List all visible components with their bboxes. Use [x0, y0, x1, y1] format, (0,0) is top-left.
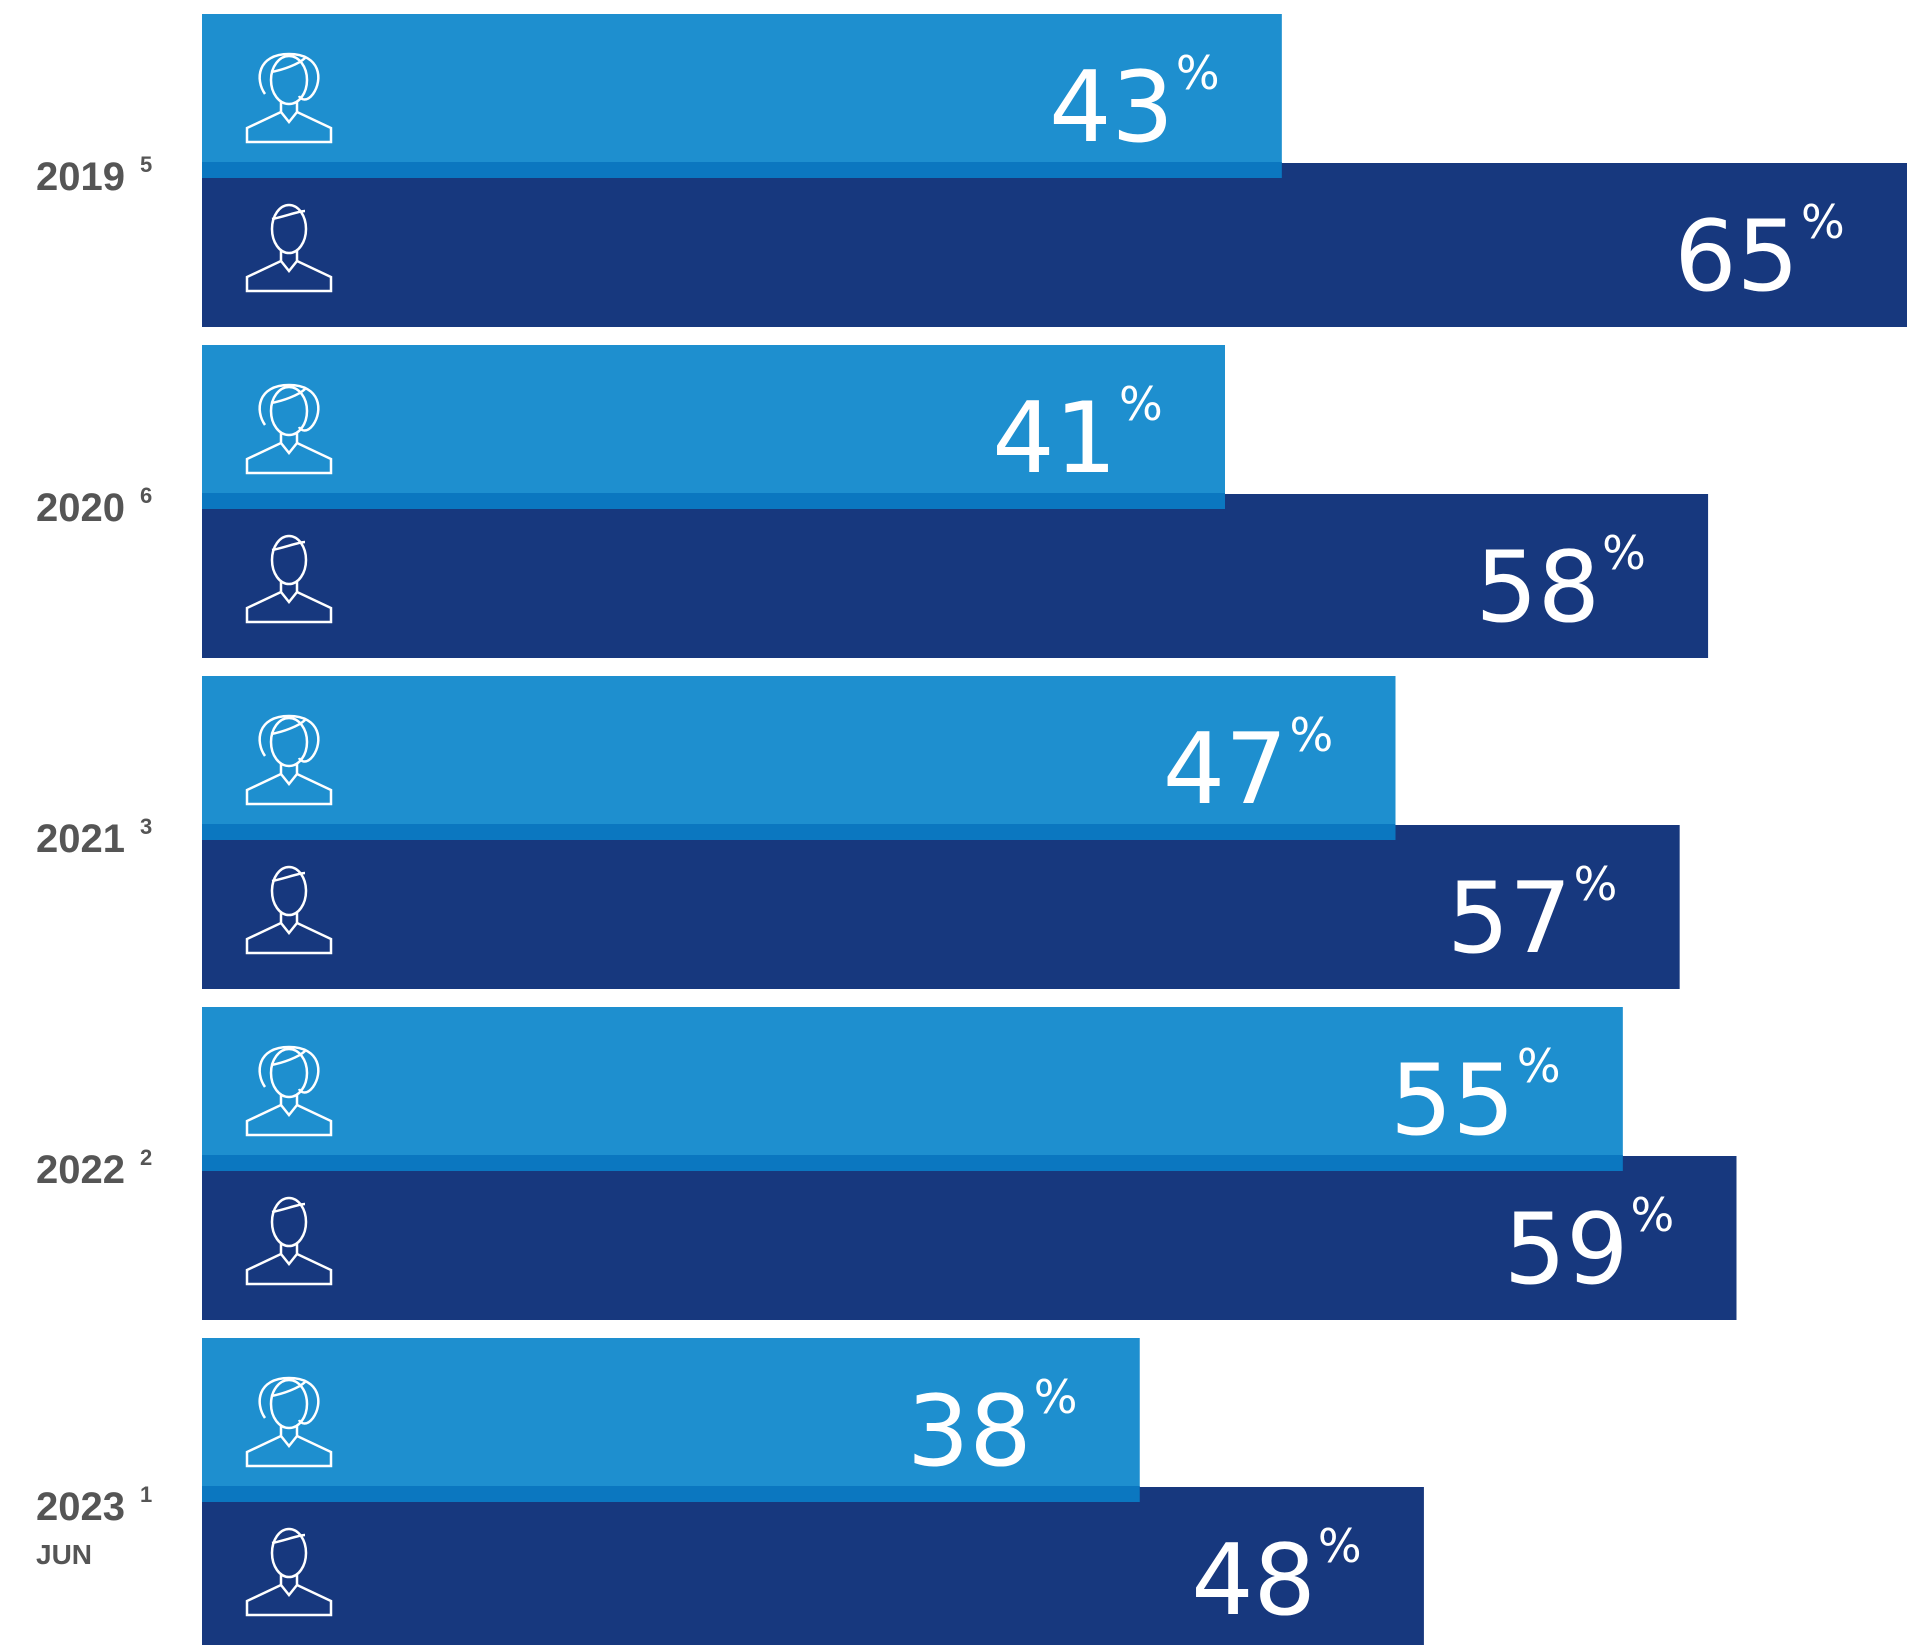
bar: [202, 825, 1680, 989]
value-label: 59: [1504, 1193, 1629, 1307]
female-icon: [245, 383, 333, 475]
icon-bangs: [270, 1381, 306, 1398]
category-note: 3: [140, 814, 152, 839]
value-unit: %: [1631, 1188, 1675, 1242]
category-note: 5: [140, 152, 152, 177]
icon-hair: [271, 209, 306, 221]
value-unit: %: [1034, 1370, 1078, 1424]
category-note: 6: [140, 483, 152, 508]
category-label: 2019: [36, 155, 125, 199]
bar-strip: [202, 162, 1282, 178]
icon-hair: [258, 714, 320, 763]
value-label: 38: [907, 1375, 1032, 1489]
icon-body: [245, 582, 333, 624]
category-label: 2023: [36, 1485, 125, 1529]
bar-strip: [202, 1155, 1623, 1171]
bar-strip: [202, 1486, 1140, 1502]
category-label: 2022: [36, 1148, 125, 1192]
bar: [202, 1338, 1140, 1487]
value-label: 55: [1390, 1044, 1515, 1158]
value-unit: %: [1801, 195, 1845, 249]
value-unit: %: [1318, 1519, 1362, 1573]
icon-hair: [271, 871, 306, 883]
icon-head: [269, 1378, 309, 1430]
bar: [202, 676, 1396, 825]
bar: [202, 345, 1225, 494]
icon-head: [269, 54, 309, 106]
male-icon: [245, 203, 333, 293]
icon-bangs: [270, 57, 306, 74]
bar: [202, 494, 1709, 658]
value-unit: %: [1119, 377, 1163, 431]
icon-hair: [258, 1045, 320, 1094]
icon-hair: [258, 52, 320, 101]
category-sublabel: JUN: [36, 1539, 92, 1570]
value-unit: %: [1517, 1039, 1561, 1093]
bar-strip: [202, 493, 1225, 509]
icon-head: [270, 1527, 308, 1579]
category-label: 2020: [36, 486, 125, 530]
value-unit: %: [1290, 708, 1334, 762]
bar: [202, 1156, 1737, 1320]
icon-bangs: [270, 719, 306, 736]
value-label: 43: [1049, 51, 1174, 165]
value-unit: %: [1176, 46, 1220, 100]
category-note: 2: [140, 1145, 152, 1170]
icon-hair: [271, 1533, 306, 1545]
bar: [202, 14, 1282, 163]
category-label: 2021: [36, 817, 125, 861]
female-icon: [245, 714, 333, 806]
male-icon: [245, 1196, 333, 1286]
value-label: 41: [992, 382, 1117, 496]
value-label: 58: [1475, 531, 1600, 645]
value-label: 47: [1163, 713, 1288, 827]
icon-head: [270, 865, 308, 917]
bar-strip: [202, 824, 1396, 840]
male-icon: [245, 865, 333, 955]
value-unit: %: [1602, 526, 1646, 580]
icon-body: [245, 1095, 333, 1137]
icon-hair: [258, 1376, 320, 1425]
bar: [202, 163, 1907, 327]
icon-head: [269, 385, 309, 437]
icon-body: [245, 764, 333, 806]
category-note: 1: [140, 1482, 152, 1507]
icon-bangs: [270, 1050, 306, 1067]
icon-head: [269, 1047, 309, 1099]
icon-hair: [258, 383, 320, 432]
icon-body: [245, 251, 333, 293]
male-icon: [245, 1527, 333, 1617]
value-label: 57: [1447, 862, 1572, 976]
icon-body: [245, 1244, 333, 1286]
value-unit: %: [1574, 857, 1618, 911]
icon-body: [245, 102, 333, 144]
value-label: 65: [1674, 200, 1799, 314]
bar: [202, 1007, 1623, 1156]
icon-head: [270, 1196, 308, 1248]
icon-body: [245, 433, 333, 475]
value-label: 48: [1191, 1524, 1316, 1638]
icon-body: [245, 1575, 333, 1617]
icon-bangs: [270, 388, 306, 405]
female-icon: [245, 1045, 333, 1137]
icon-hair: [271, 540, 306, 552]
icon-head: [269, 716, 309, 768]
icon-body: [245, 913, 333, 955]
icon-body: [245, 1426, 333, 1468]
icon-head: [270, 534, 308, 586]
icon-hair: [271, 1202, 306, 1214]
bar: [202, 1487, 1424, 1645]
female-icon: [245, 1376, 333, 1468]
icon-head: [270, 203, 308, 255]
male-icon: [245, 534, 333, 624]
female-icon: [245, 52, 333, 144]
